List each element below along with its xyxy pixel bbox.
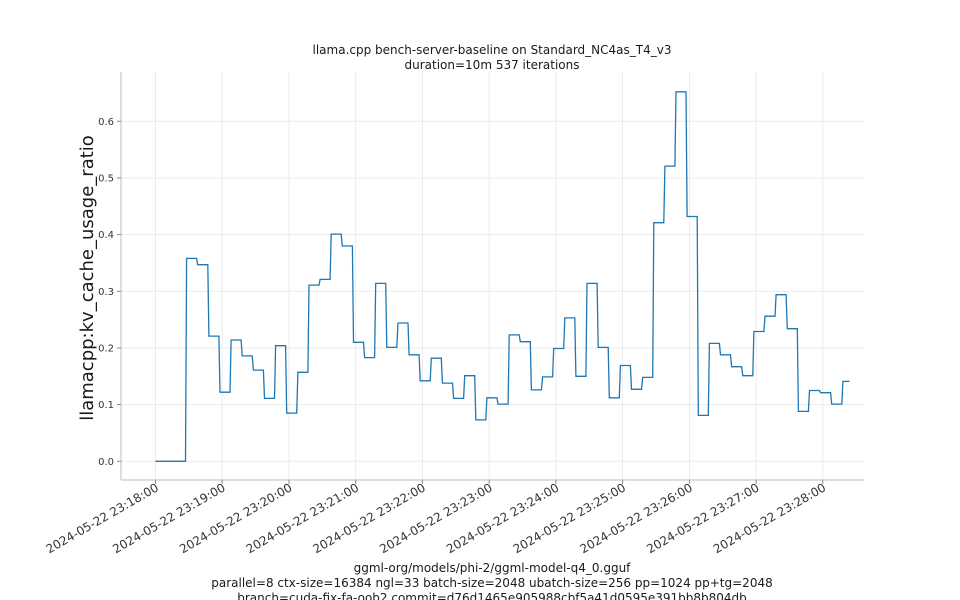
y-tick-label: 0.6 — [98, 117, 114, 128]
footer-params: parallel=8 ctx-size=16384 ngl=33 batch-s… — [211, 576, 772, 590]
y-tick-label: 0.0 — [98, 457, 114, 468]
grid-lines — [121, 72, 864, 480]
x-tick-label: 2024-05-22 23:18:00 — [44, 480, 161, 556]
y-axis-ticks: 0.0 0.1 0.2 0.3 0.4 0.5 0.6 — [98, 117, 121, 468]
y-tick-label: 0.1 — [98, 400, 114, 411]
plot-area — [121, 72, 864, 480]
x-tick-label: 2024-05-22 23:28:00 — [711, 480, 828, 556]
x-tick-label: 2024-05-22 23:25:00 — [511, 480, 628, 556]
y-tick-label: 0.5 — [98, 174, 114, 185]
footer-model: ggml-org/models/phi-2/ggml-model-q4_0.gg… — [354, 561, 632, 575]
x-tick-label: 2024-05-22 23:23:00 — [377, 480, 494, 556]
x-tick-label: 2024-05-22 23:24:00 — [444, 480, 561, 556]
y-tick-label: 0.3 — [98, 287, 114, 298]
y-axis-label: llamacpp:kv_cache_usage_ratio — [77, 135, 98, 421]
x-tick-label: 2024-05-22 23:27:00 — [644, 480, 761, 556]
y-tick-label: 0.2 — [98, 344, 114, 355]
x-tick-label: 2024-05-22 23:26:00 — [578, 480, 695, 556]
x-tick-label: 2024-05-22 23:22:00 — [311, 480, 428, 556]
x-tick-label: 2024-05-22 23:20:00 — [177, 480, 294, 556]
series-line — [155, 91, 850, 462]
chart-title: llama.cpp bench-server-baseline on Stand… — [313, 43, 672, 57]
chart-subtitle: duration=10m 537 iterations — [405, 58, 580, 72]
y-tick-label: 0.4 — [98, 230, 114, 241]
x-tick-label: 2024-05-22 23:19:00 — [110, 480, 227, 556]
x-tick-label: 2024-05-22 23:21:00 — [244, 480, 361, 556]
footer-branch: branch=cuda-fix-fa-oob2 commit=d76d1465e… — [237, 591, 747, 600]
